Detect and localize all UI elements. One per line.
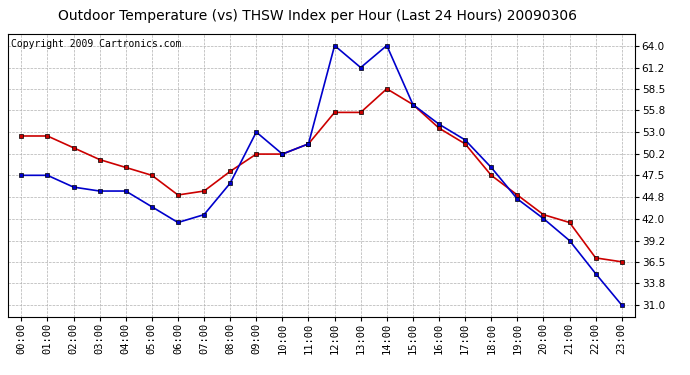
Text: Outdoor Temperature (vs) THSW Index per Hour (Last 24 Hours) 20090306: Outdoor Temperature (vs) THSW Index per … — [58, 9, 577, 23]
Text: Copyright 2009 Cartronics.com: Copyright 2009 Cartronics.com — [12, 39, 181, 50]
